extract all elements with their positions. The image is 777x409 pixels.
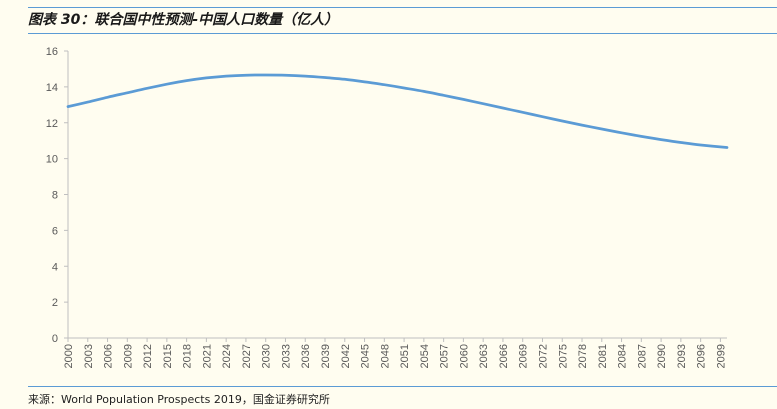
x-tick-label: 2042: [340, 344, 352, 368]
x-tick-label: 2078: [577, 344, 589, 368]
population-series-line: [66, 73, 729, 149]
title-top-rule: [28, 7, 777, 8]
x-tick-label: 2075: [557, 344, 569, 368]
y-tick-label: 8: [52, 190, 58, 202]
x-tick-label: 2048: [379, 344, 391, 368]
x-tick-label: 2030: [261, 344, 273, 368]
x-tick-label: 2099: [715, 344, 727, 368]
series-layer: [66, 73, 729, 149]
y-tick-label: 14: [46, 82, 58, 94]
x-tick-label: 2006: [103, 344, 115, 368]
x-tick-label: 2015: [162, 344, 174, 368]
source-note: 来源：World Population Prospects 2019，国金证券研…: [28, 393, 330, 406]
x-tick-label: 2045: [360, 344, 372, 368]
source-top-rule: [28, 386, 777, 387]
title-bottom-rule: [28, 33, 777, 34]
x-tick-label: 2039: [320, 344, 332, 368]
x-tick-label: 2036: [300, 344, 312, 368]
y-axis: 0 2 4 6 8 10 12 14 16: [46, 46, 69, 345]
x-tick-label: 2063: [478, 344, 490, 368]
x-tick-label: 2024: [221, 344, 233, 368]
x-tick-label: 2069: [518, 344, 530, 368]
x-tick-label: 2093: [676, 344, 688, 368]
x-tick-label: 2081: [597, 344, 609, 368]
y-tick-label: 0: [52, 333, 58, 345]
chart-title: 图表 30：联合国中性预测-中国人口数量（亿人）: [28, 12, 339, 28]
x-tick-label: 2060: [458, 344, 470, 368]
x-tick-label: 2084: [617, 344, 629, 368]
x-tick-label: 2003: [83, 344, 95, 368]
x-tick-label: 2096: [696, 344, 708, 368]
x-tick-label: 2087: [636, 344, 648, 368]
x-tick-label: 2057: [439, 344, 451, 368]
x-tick-label: 2051: [399, 344, 411, 368]
y-tick-label: 6: [52, 225, 58, 237]
x-tick-label: 2033: [280, 344, 292, 368]
y-tick-label: 12: [46, 118, 58, 130]
x-tick-label: 2021: [201, 344, 213, 368]
x-tick-label: 2066: [498, 344, 510, 368]
y-tick-label: 10: [46, 154, 58, 166]
y-tick-label: 2: [52, 297, 58, 309]
x-tick-label: 2054: [419, 344, 431, 368]
x-tick-label: 2018: [182, 344, 194, 368]
y-tick-label: 16: [46, 46, 58, 58]
x-tick-label: 2090: [656, 344, 668, 368]
x-tick-label: 2000: [63, 344, 75, 368]
x-axis: 2000 2003 2006 2009 2012 2015 2018 2021 2024 2027…: [63, 337, 727, 368]
x-tick-label: 2009: [122, 344, 134, 368]
x-tick-label: 2012: [142, 344, 154, 368]
y-tick-label: 4: [52, 261, 58, 273]
x-tick-label: 2072: [537, 344, 549, 368]
x-tick-label: 2027: [241, 344, 253, 368]
